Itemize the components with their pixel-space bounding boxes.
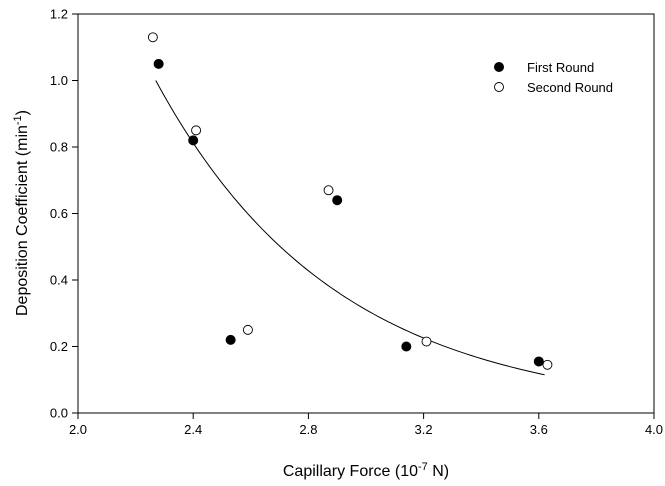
fit-curve xyxy=(155,80,545,376)
y-tick-label: 0.6 xyxy=(50,206,68,221)
data-point-second-round xyxy=(323,185,334,196)
data-point-second-round xyxy=(191,125,202,136)
ticks-layer: 2.0 2.4 2.8 3.2 3.6 4.0 0.0 0.2 0.4 0.6 0.8 1.0 1.2 xyxy=(50,7,663,438)
data-point-first-round xyxy=(225,334,236,345)
legend-label-second-round: Second Round xyxy=(527,80,613,95)
y-tick-label: 1.2 xyxy=(50,7,68,22)
legend-label-first-round: First Round xyxy=(527,60,594,75)
y-axis-title: Deposition Coefficient (min-1) xyxy=(12,110,31,316)
x-tick-label: 2.8 xyxy=(299,422,317,437)
data-point-first-round xyxy=(188,135,199,146)
x-axis-title: Capillary Force (10-7 N) xyxy=(283,461,449,480)
data-point-first-round xyxy=(401,341,412,352)
x-tick-label: 3.6 xyxy=(530,422,548,437)
y-tick-label: 0.8 xyxy=(50,140,68,155)
data-point-second-round xyxy=(147,32,158,43)
data-point-first-round xyxy=(153,58,164,69)
x-tick-label: 2.0 xyxy=(69,422,87,437)
data-point-second-round xyxy=(421,336,432,347)
data-point-first-round xyxy=(332,195,343,206)
data-point-second-round xyxy=(542,359,553,370)
y-tick-label: 0.2 xyxy=(50,339,68,354)
legend: First Round Second Round xyxy=(494,60,613,95)
legend-marker-first-round xyxy=(494,62,504,72)
x-tick-label: 3.2 xyxy=(415,422,433,437)
y-tick-label: 1.0 xyxy=(50,73,68,88)
legend-marker-second-round xyxy=(494,82,504,92)
data-points-layer xyxy=(147,32,553,370)
y-tick-label: 0.4 xyxy=(50,273,68,288)
data-point-first-round xyxy=(533,356,544,367)
x-tick-label: 4.0 xyxy=(645,422,663,437)
y-tick-label: 0.0 xyxy=(50,406,68,421)
fit-curve-layer xyxy=(155,80,545,376)
data-point-second-round xyxy=(242,324,253,335)
x-tick-label: 2.4 xyxy=(184,422,202,437)
